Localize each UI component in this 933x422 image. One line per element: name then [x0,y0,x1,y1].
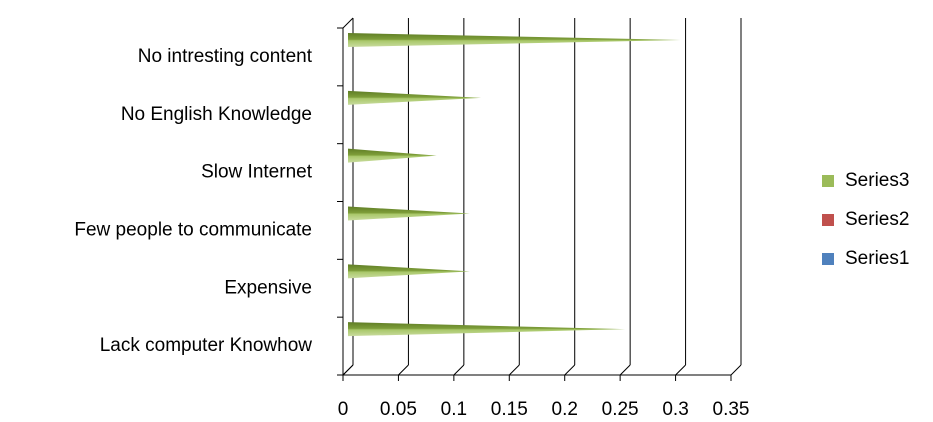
floor-line [730,364,742,376]
x-tick-label: 0.1 [441,399,467,420]
y-tick-label: No intresting content [138,46,313,67]
floor-line [675,364,686,376]
floor-line [564,364,576,376]
y-tick-label: Few people to communicate [74,219,312,240]
legend-swatch [822,253,834,265]
cone-bar [348,264,470,279]
y-tick-label: No English Knowledge [121,104,312,125]
y-tick-label: Lack computer Knowhow [100,335,313,356]
legend-label: Series2 [845,209,909,230]
x-tick-label: 0.2 [552,399,578,420]
x-tick-label: 0.15 [491,399,528,420]
x-tick-label: 0.3 [662,399,688,420]
floor-line [398,364,409,376]
floor-line [453,364,465,376]
legend-swatch [822,214,834,226]
x-tick-label: 0 [338,399,349,420]
floor-line [508,364,520,376]
cone-bar [348,33,681,47]
floor-line [342,364,354,376]
floor-line [619,364,631,376]
plot-walls [342,17,731,376]
legend-label: Series3 [845,170,909,191]
cone-bar [348,90,482,105]
cone-bar [348,206,470,221]
y-tick-label: Expensive [224,277,312,298]
y-tick-label: Slow Internet [201,162,313,183]
x-tick-label: 0.05 [380,399,417,420]
x-tick-label: 0.25 [602,399,639,420]
legend-label: Series1 [845,248,909,269]
cone-bar [348,322,626,337]
x-tick-label: 0.35 [713,399,750,420]
cone-bar [348,148,437,163]
legend-swatch [822,175,834,187]
